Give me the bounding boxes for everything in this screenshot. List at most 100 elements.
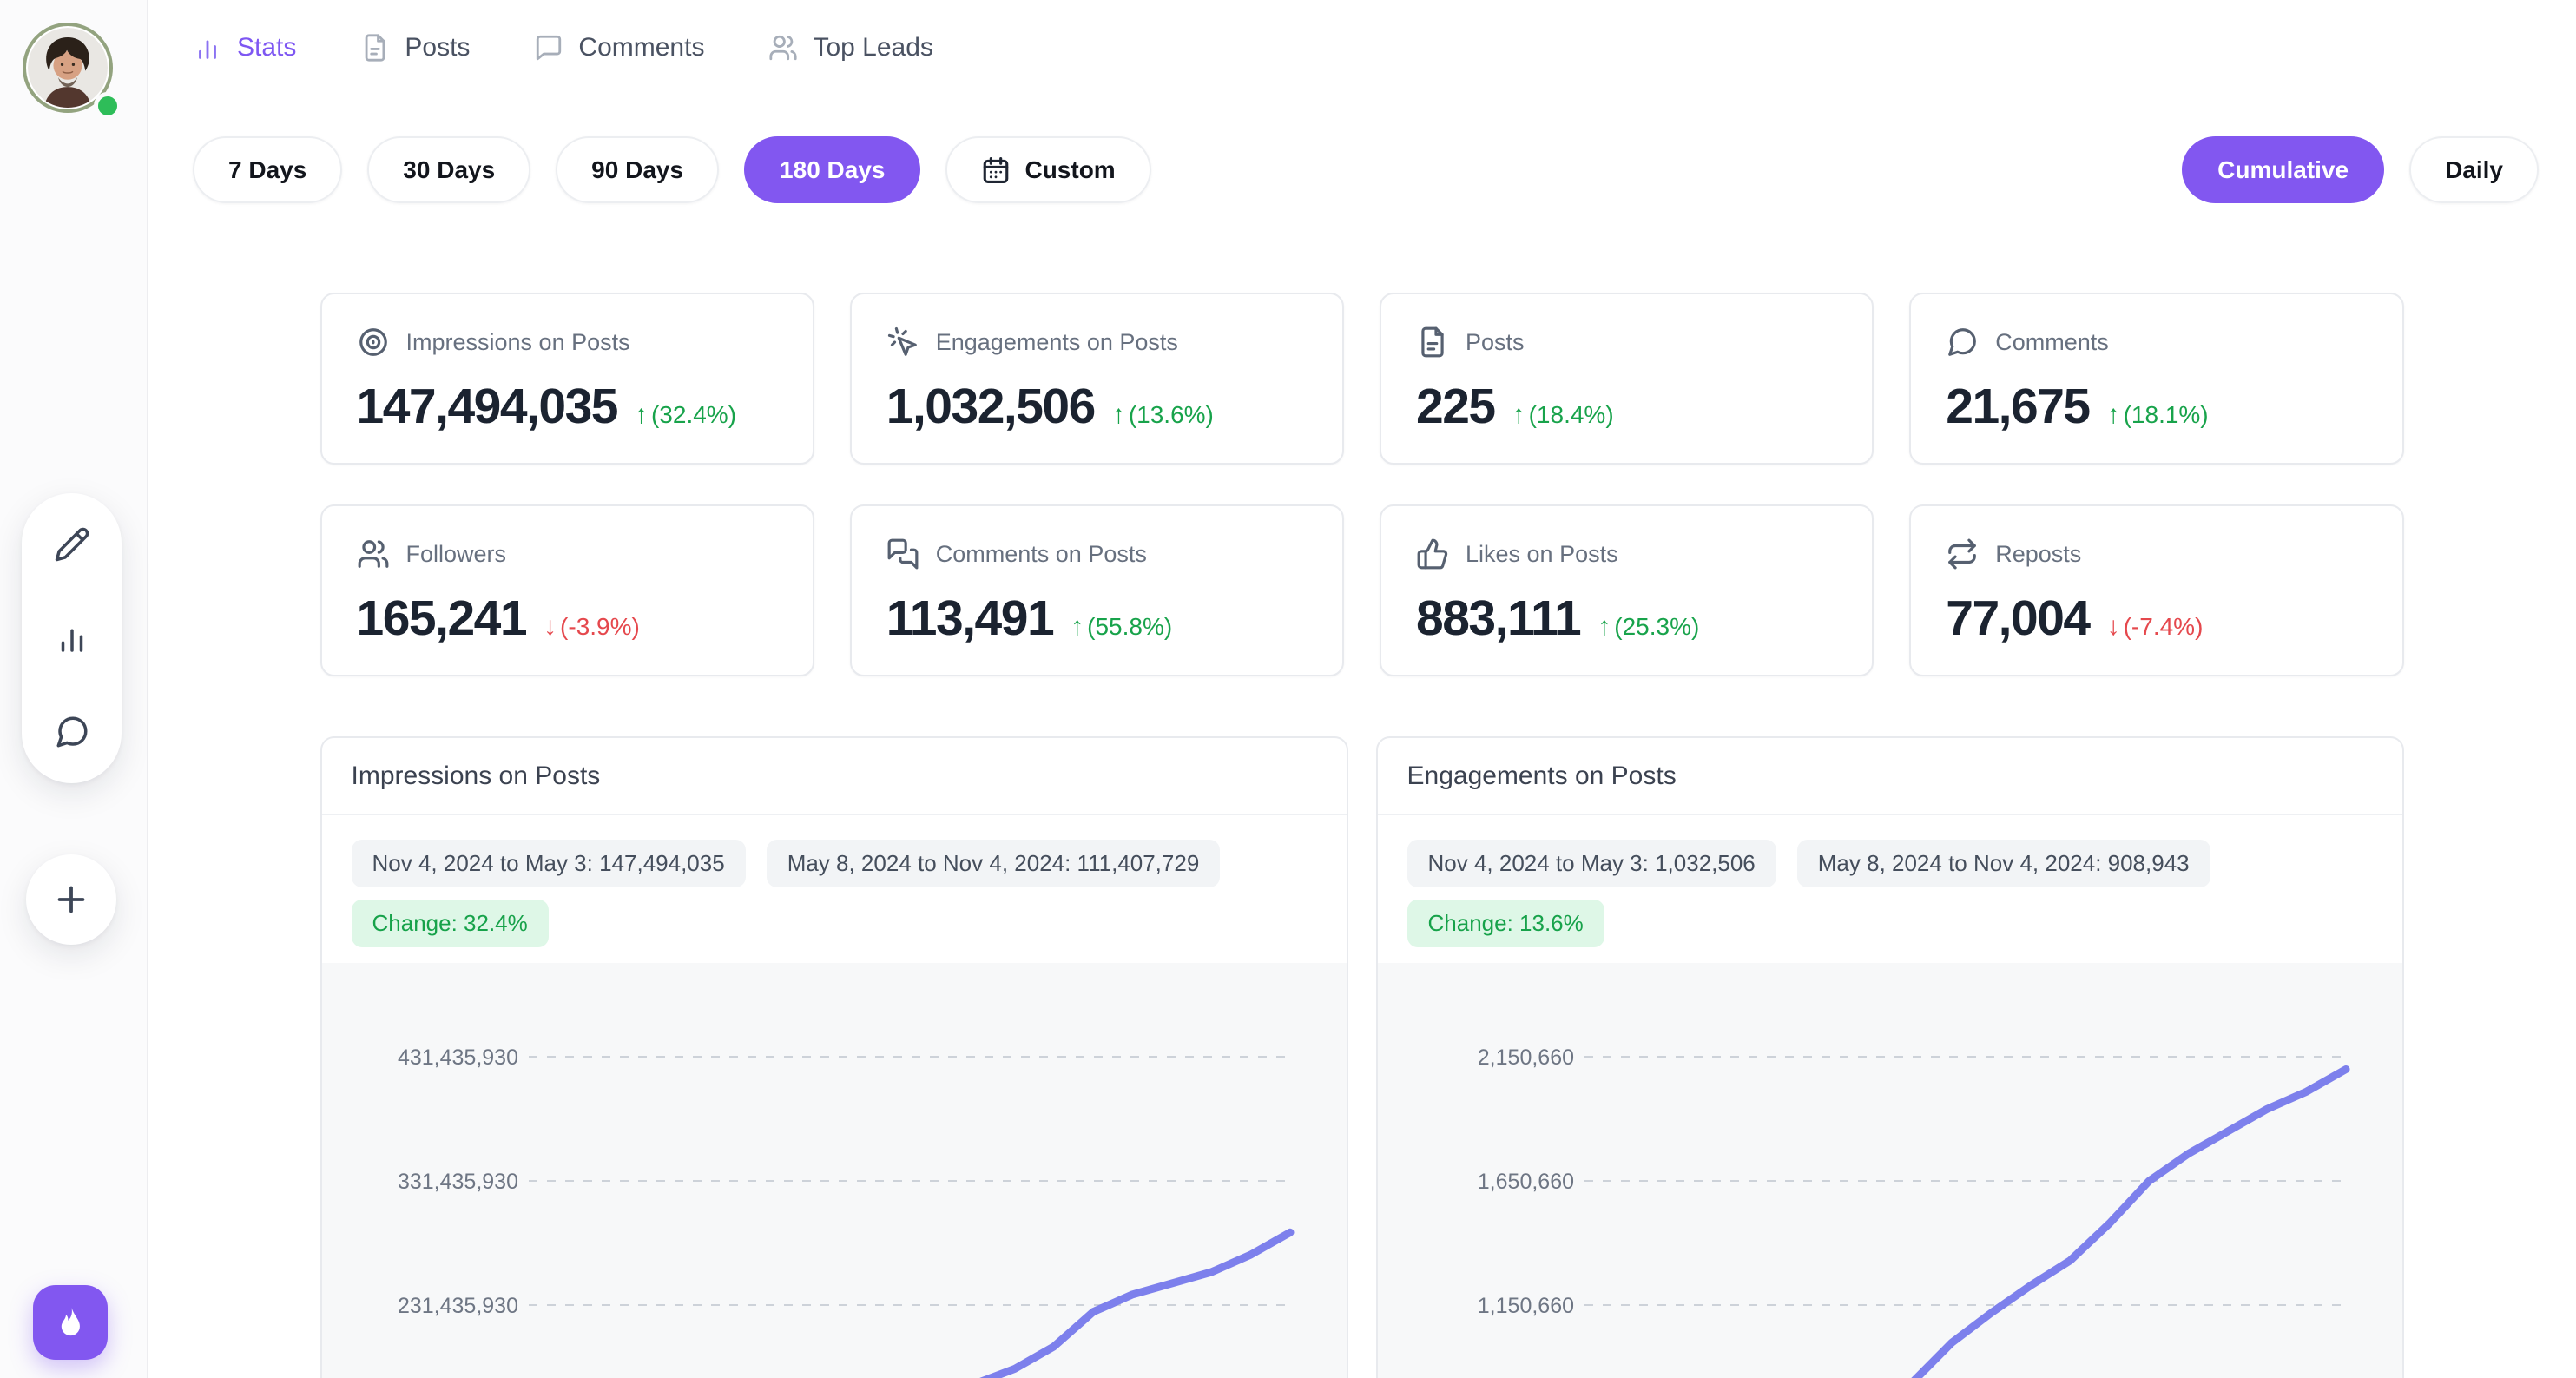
tab-label: Posts xyxy=(405,33,471,62)
messages-icon xyxy=(886,537,919,570)
trend-line xyxy=(1910,1065,2349,1378)
tab-posts[interactable]: Posts xyxy=(360,33,470,63)
pencil-icon xyxy=(54,526,90,563)
stat-card-change: ↑ (13.6%) xyxy=(1111,400,1214,429)
period-badge: Nov 4, 2024 to May 3: 1,032,506 xyxy=(1407,840,1776,887)
thumbs-up-icon xyxy=(1416,537,1449,570)
app-logo-button[interactable] xyxy=(33,1285,108,1360)
custom-range-button[interactable]: Custom xyxy=(945,136,1151,203)
add-button[interactable] xyxy=(26,854,116,945)
stat-card-posts: Posts 225 ↑ (18.4%) xyxy=(1380,293,1874,465)
range-7-days-button[interactable]: 7 Days xyxy=(193,136,343,203)
y-axis-label: 2,150,660 xyxy=(1477,1045,1573,1070)
stat-card-impressions-on-posts: Impressions on Posts 147,494,035 ↑ (32.4… xyxy=(320,293,814,465)
stat-card-change: ↓ (-7.4%) xyxy=(2106,612,2204,641)
y-axis-label: 1,150,660 xyxy=(1477,1294,1573,1318)
bar-chart-icon xyxy=(193,33,222,63)
y-axis-label: 1,650,660 xyxy=(1477,1170,1573,1194)
period-badge: May 8, 2024 to Nov 4, 2024: 908,943 xyxy=(1796,840,2210,887)
chart-card-impressions-on-posts: Impressions on Posts Nov 4, 2024 to May … xyxy=(320,736,1348,1378)
avatar-ring xyxy=(23,23,113,113)
impressions-icon xyxy=(357,326,390,359)
cursor-click-icon xyxy=(886,326,919,359)
stat-card-value: 1,032,506 xyxy=(886,379,1097,434)
sidebar xyxy=(0,0,148,1378)
repeat-icon xyxy=(1946,537,1979,570)
message-circle-icon xyxy=(54,714,90,750)
change-badge: Change: 13.6% xyxy=(1407,900,1604,947)
chart-plot[interactable]: 2,150,660 1,650,660 1,150,660 xyxy=(1377,963,2402,1378)
stat-card-value: 113,491 xyxy=(886,590,1055,646)
trend-arrow-icon: ↑ xyxy=(1071,612,1084,641)
stat-card-value: 165,241 xyxy=(356,590,528,646)
top-nav: Stats Posts Comments Top Leads xyxy=(148,0,2576,96)
stat-card-value: 147,494,035 xyxy=(356,379,619,434)
stat-card-change: ↑ (18.1%) xyxy=(2106,400,2209,429)
mode-cumulative-button[interactable]: Cumulative xyxy=(2182,136,2385,203)
range-filter-group: 7 Days 30 Days 90 Days 180 Days xyxy=(193,136,921,203)
stat-card-change: ↑ (25.3%) xyxy=(1598,612,1700,641)
stat-card-value: 883,111 xyxy=(1416,590,1582,646)
trend-line xyxy=(978,1228,1294,1378)
bar-chart-icon xyxy=(54,620,90,656)
change-badge: Change: 32.4% xyxy=(351,900,549,947)
stat-card-change: ↑ (18.4%) xyxy=(1512,400,1614,429)
trend-arrow-icon: ↑ xyxy=(1512,400,1525,429)
trend-arrow-icon: ↑ xyxy=(1598,612,1611,641)
stat-card-title: Likes on Posts xyxy=(1466,540,1618,567)
plus-icon xyxy=(51,880,91,920)
trend-arrow-icon: ↓ xyxy=(2106,612,2120,641)
mode-toggle-group: Cumulative Daily xyxy=(2182,136,2539,203)
flame-logo-icon xyxy=(61,1308,80,1336)
online-status-dot xyxy=(94,92,122,120)
chart-title: Engagements on Posts xyxy=(1407,762,1677,790)
file-text-icon xyxy=(360,33,390,63)
period-badge: Nov 4, 2024 to May 3: 147,494,035 xyxy=(351,840,746,887)
custom-range-label: Custom xyxy=(1024,155,1116,183)
users-icon xyxy=(768,33,798,63)
tab-stats[interactable]: Stats xyxy=(193,33,296,63)
stat-card-change: ↑ (55.8%) xyxy=(1071,612,1173,641)
stat-card-title: Engagements on Posts xyxy=(935,328,1178,355)
message-square-icon xyxy=(534,33,563,63)
stats-grid: Impressions on Posts 147,494,035 ↑ (32.4… xyxy=(320,293,2404,676)
mode-daily-button[interactable]: Daily xyxy=(2409,136,2539,203)
period-badge: May 8, 2024 to Nov 4, 2024: 111,407,729 xyxy=(766,840,1221,887)
stat-card-comments: Comments 21,675 ↑ (18.1%) xyxy=(1909,293,2404,465)
tab-top-leads[interactable]: Top Leads xyxy=(768,33,933,63)
stat-card-change: ↑ (32.4%) xyxy=(634,400,737,429)
stat-card-value: 225 xyxy=(1416,379,1496,434)
stat-card-followers: Followers 165,241 ↓ (-3.9%) xyxy=(320,504,814,676)
stat-card-value: 21,675 xyxy=(1946,379,2091,434)
stat-card-title: Comments on Posts xyxy=(935,540,1147,567)
sidebar-tool-message-circle-button[interactable] xyxy=(54,714,90,750)
range-30-days-button[interactable]: 30 Days xyxy=(367,136,531,203)
stat-card-change: ↓ (-3.9%) xyxy=(544,612,640,641)
line-chart: 431,435,930 331,435,930 231,435,930 xyxy=(321,963,1347,1378)
stat-card-engagements-on-posts: Engagements on Posts 1,032,506 ↑ (13.6%) xyxy=(849,293,1344,465)
range-90-days-button[interactable]: 90 Days xyxy=(556,136,720,203)
sidebar-tool-pencil-button[interactable] xyxy=(54,526,90,563)
tab-label: Top Leads xyxy=(813,33,933,62)
chart-plot[interactable]: 431,435,930 331,435,930 231,435,930 xyxy=(321,963,1347,1378)
stat-card-likes-on-posts: Likes on Posts 883,111 ↑ (25.3%) xyxy=(1380,504,1874,676)
tab-comments[interactable]: Comments xyxy=(534,33,704,63)
sidebar-toolbar xyxy=(22,493,122,783)
users-icon xyxy=(357,537,390,570)
charts-row: Impressions on Posts Nov 4, 2024 to May … xyxy=(320,736,2404,1378)
y-axis-label: 431,435,930 xyxy=(397,1045,517,1070)
trend-arrow-icon: ↑ xyxy=(2106,400,2120,429)
stat-card-title: Reposts xyxy=(1995,540,2082,567)
calendar-icon xyxy=(981,155,1011,185)
range-180-days-button[interactable]: 180 Days xyxy=(744,136,921,203)
sidebar-tool-bar-chart-button[interactable] xyxy=(54,620,90,656)
tab-label: Stats xyxy=(237,33,297,62)
avatar[interactable] xyxy=(23,23,122,120)
y-axis-label: 331,435,930 xyxy=(397,1170,517,1194)
message-circle-icon xyxy=(1946,326,1979,359)
avatar-photo xyxy=(28,28,108,108)
content-area: Impressions on Posts 147,494,035 ↑ (32.4… xyxy=(320,293,2404,1378)
file-text-icon xyxy=(1416,326,1449,359)
y-axis-label: 231,435,930 xyxy=(397,1294,517,1318)
tab-label: Comments xyxy=(578,33,705,62)
